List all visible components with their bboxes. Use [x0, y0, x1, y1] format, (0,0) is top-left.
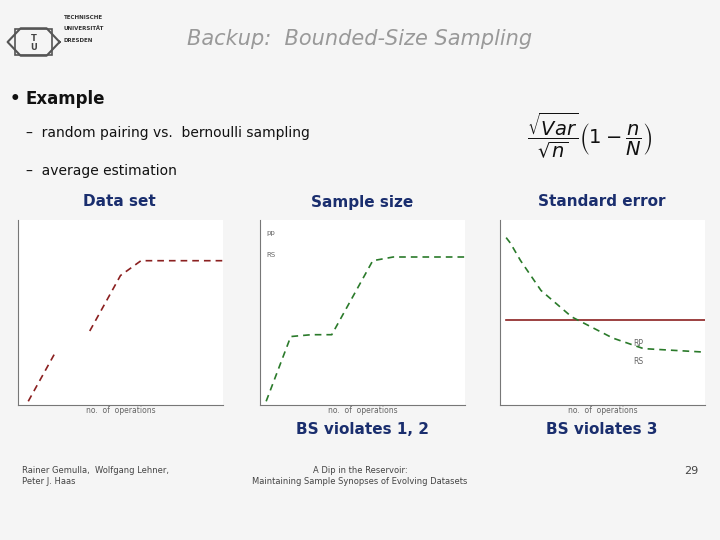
Text: •: •: [10, 90, 27, 108]
Text: BS violates 3: BS violates 3: [546, 422, 658, 437]
Text: –  random pairing vs.  bernoulli sampling: – random pairing vs. bernoulli sampling: [26, 126, 310, 140]
Text: BS violates 1, 2: BS violates 1, 2: [295, 422, 428, 437]
Text: RP: RP: [634, 339, 643, 348]
Text: T: T: [31, 34, 37, 43]
X-axis label: no.  of  operations: no. of operations: [86, 407, 156, 415]
X-axis label: no.  of  operations: no. of operations: [567, 407, 637, 415]
Text: pp: pp: [266, 230, 275, 236]
Text: Data set: Data set: [83, 194, 156, 210]
Text: Rainer Gemulla,  Wolfgang Lehner,
Peter J. Haas: Rainer Gemulla, Wolfgang Lehner, Peter J…: [22, 466, 168, 485]
Text: $\dfrac{\sqrt{Var}}{\sqrt{n}}\left(1-\dfrac{n}{N}\right)$: $\dfrac{\sqrt{Var}}{\sqrt{n}}\left(1-\df…: [527, 110, 652, 160]
Text: TECHNISCHE: TECHNISCHE: [63, 15, 103, 19]
Text: A Dip in the Reservoir:
Maintaining Sample Synopses of Evolving Datasets: A Dip in the Reservoir: Maintaining Samp…: [252, 466, 468, 485]
Text: Sample size: Sample size: [311, 194, 413, 210]
Text: UNIVERSITÄT: UNIVERSITÄT: [63, 26, 104, 31]
Text: DRESDEN: DRESDEN: [63, 38, 93, 43]
Text: 29: 29: [684, 466, 698, 476]
Text: RS: RS: [634, 357, 644, 366]
Text: Backup:  Bounded-Size Sampling: Backup: Bounded-Size Sampling: [187, 29, 533, 49]
Text: Example: Example: [26, 90, 105, 108]
Text: U: U: [30, 43, 37, 51]
Text: Standard error: Standard error: [539, 194, 666, 210]
X-axis label: no.  of  operations: no. of operations: [328, 407, 397, 415]
Text: –  average estimation: – average estimation: [26, 164, 176, 178]
Text: RS: RS: [266, 252, 275, 258]
